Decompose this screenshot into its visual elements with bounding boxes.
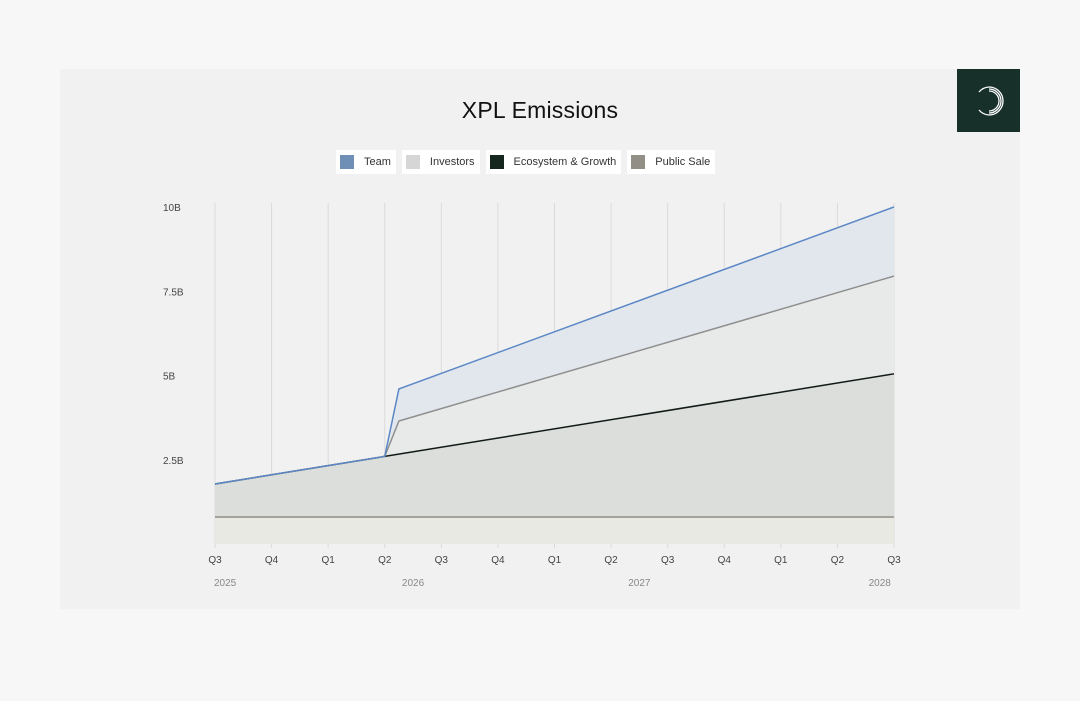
year-label-2028: 2028: [869, 578, 892, 589]
x-tick-label-3: Q2: [378, 555, 392, 566]
y-tick-label-1: 7.5B: [163, 287, 184, 298]
x-tick-label-11: Q2: [831, 555, 845, 566]
legend-swatch-ecosystem-growth: [489, 155, 504, 169]
legend-item-ecosystem-growth[interactable]: Ecosystem & Growth: [485, 150, 622, 174]
legend-swatch-public-sale: [631, 155, 646, 169]
year-label-2025: 2025: [214, 578, 237, 589]
year-label-2026: 2026: [402, 578, 425, 589]
x-tick-label-7: Q2: [604, 555, 618, 566]
area-public-sale: [215, 517, 894, 544]
legend-swatch-team: [340, 155, 354, 169]
legend-item-public-sale[interactable]: Public Sale: [627, 150, 716, 174]
series-line-team: [214, 206, 895, 485]
x-tick-label-8: Q3: [661, 555, 675, 566]
y-tick-label-2: 5B: [163, 372, 176, 383]
x-tick-label-4: Q3: [435, 555, 449, 566]
x-tick-label-12: Q3: [887, 555, 901, 566]
legend-label-public-sale: Public Sale: [655, 156, 711, 168]
x-tick-label-10: Q1: [774, 555, 788, 566]
year-label-2027: 2027: [628, 578, 651, 589]
x-tick-label-9: Q4: [718, 555, 732, 566]
area-ecosystem-growth: [215, 373, 894, 544]
legend-item-team[interactable]: Team: [336, 150, 396, 174]
legend-item-investors[interactable]: Investors: [401, 150, 480, 174]
emissions-chart: 10B 7.5B 5B 2.5B Q3 Q4 Q1 Q2 Q3 Q4 Q1 Q2 Q3 Q4 Q1 Q2 Q3 2…: [163, 203, 901, 589]
legend-swatch-investors: [405, 155, 420, 169]
legend-label-ecosystem-growth: Ecosystem & Growth: [513, 156, 617, 168]
legend-label-team: Team: [364, 156, 391, 168]
legend-label-investors: Investors: [429, 156, 475, 168]
y-tick-label-0: 10B: [163, 203, 181, 214]
x-tick-label-2: Q1: [321, 555, 335, 566]
legend: Team Investors Ecosystem & Growth Public…: [336, 150, 716, 174]
y-tick-label-3: 2.5B: [163, 456, 184, 467]
circle-swirl-logo-icon: [978, 85, 1004, 116]
chart-card: XPL Emissions Team Investors Ecosystem &…: [60, 69, 1020, 609]
chart-title: XPL Emissions: [461, 97, 619, 123]
brand-logo: [957, 69, 1020, 132]
x-tick-label-0: Q3: [208, 555, 222, 566]
x-tick-label-5: Q4: [491, 555, 505, 566]
x-tick-label-6: Q1: [548, 555, 562, 566]
x-tick-label-1: Q4: [265, 555, 279, 566]
